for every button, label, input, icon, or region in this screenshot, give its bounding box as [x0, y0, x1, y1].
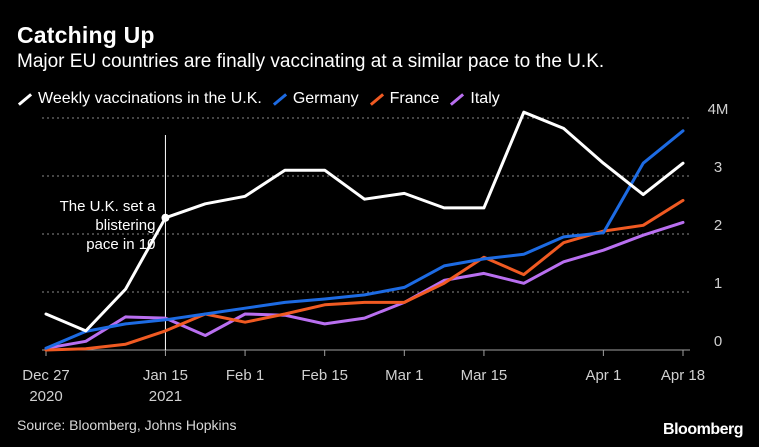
chart-title: Catching Up — [17, 22, 155, 48]
x-tick-label: Apr 1 — [585, 367, 621, 384]
legend-label-italy: Italy — [470, 90, 500, 107]
y-tick-label: 1 — [714, 275, 722, 292]
legend-item-france: France — [369, 90, 440, 108]
legend-label-uk: Weekly vaccinations in the U.K. — [38, 90, 262, 107]
legend: Weekly vaccinations in the U.K. Germany … — [17, 89, 510, 109]
x-tick-label: Jan 15 — [143, 367, 188, 384]
annotation-text: blistering — [95, 217, 155, 234]
x-tick-label-year: 2020 — [29, 388, 62, 405]
legend-item-germany: Germany — [272, 90, 359, 108]
chart-subtitle: Major EU countries are finally vaccinati… — [17, 51, 605, 72]
y-tick-label: 2 — [714, 217, 722, 234]
legend-item-italy: Italy — [449, 90, 500, 108]
x-tick-label: Dec 27 — [22, 367, 70, 384]
x-tick-label: Feb 1 — [226, 367, 264, 384]
annotation-text: pace in 10 — [86, 236, 155, 253]
x-axis: Dec 27 2020 Jan 15 2021 Feb 1 Feb 15 Mar 1 Mar … — [22, 350, 705, 405]
annotation-text: The U.K. set a — [60, 198, 157, 215]
series-line-germany — [44, 129, 685, 350]
series — [44, 110, 685, 352]
series-line-france — [44, 198, 685, 352]
source-note: Source: Bloomberg, Johns Hopkins — [17, 417, 237, 433]
legend-label-france: France — [389, 90, 440, 107]
y-axis: 0 1 2 3 4M — [708, 101, 729, 350]
x-tick-label: Mar 15 — [461, 367, 508, 384]
y-tick-label: 4M — [708, 101, 729, 118]
markers — [161, 213, 170, 222]
annotation: The U.K. set a blistering pace in 10 — [60, 135, 166, 350]
x-tick-label: Mar 1 — [385, 367, 423, 384]
legend-item-uk: Weekly vaccinations in the U.K. — [17, 90, 262, 108]
x-tick-label: Apr 18 — [661, 367, 705, 384]
y-tick-label: 3 — [714, 159, 722, 176]
x-tick-label-year: 2021 — [149, 388, 182, 405]
series-line-italy — [44, 220, 685, 350]
bloomberg-logo: Bloomberg — [663, 421, 743, 438]
x-tick-label: Feb 15 — [301, 367, 348, 384]
annotation-point — [161, 213, 170, 222]
series-line-weekly-vaccinations-in-the-u-k — [44, 110, 685, 333]
legend-label-germany: Germany — [292, 90, 359, 107]
y-tick-label: 0 — [714, 333, 722, 350]
